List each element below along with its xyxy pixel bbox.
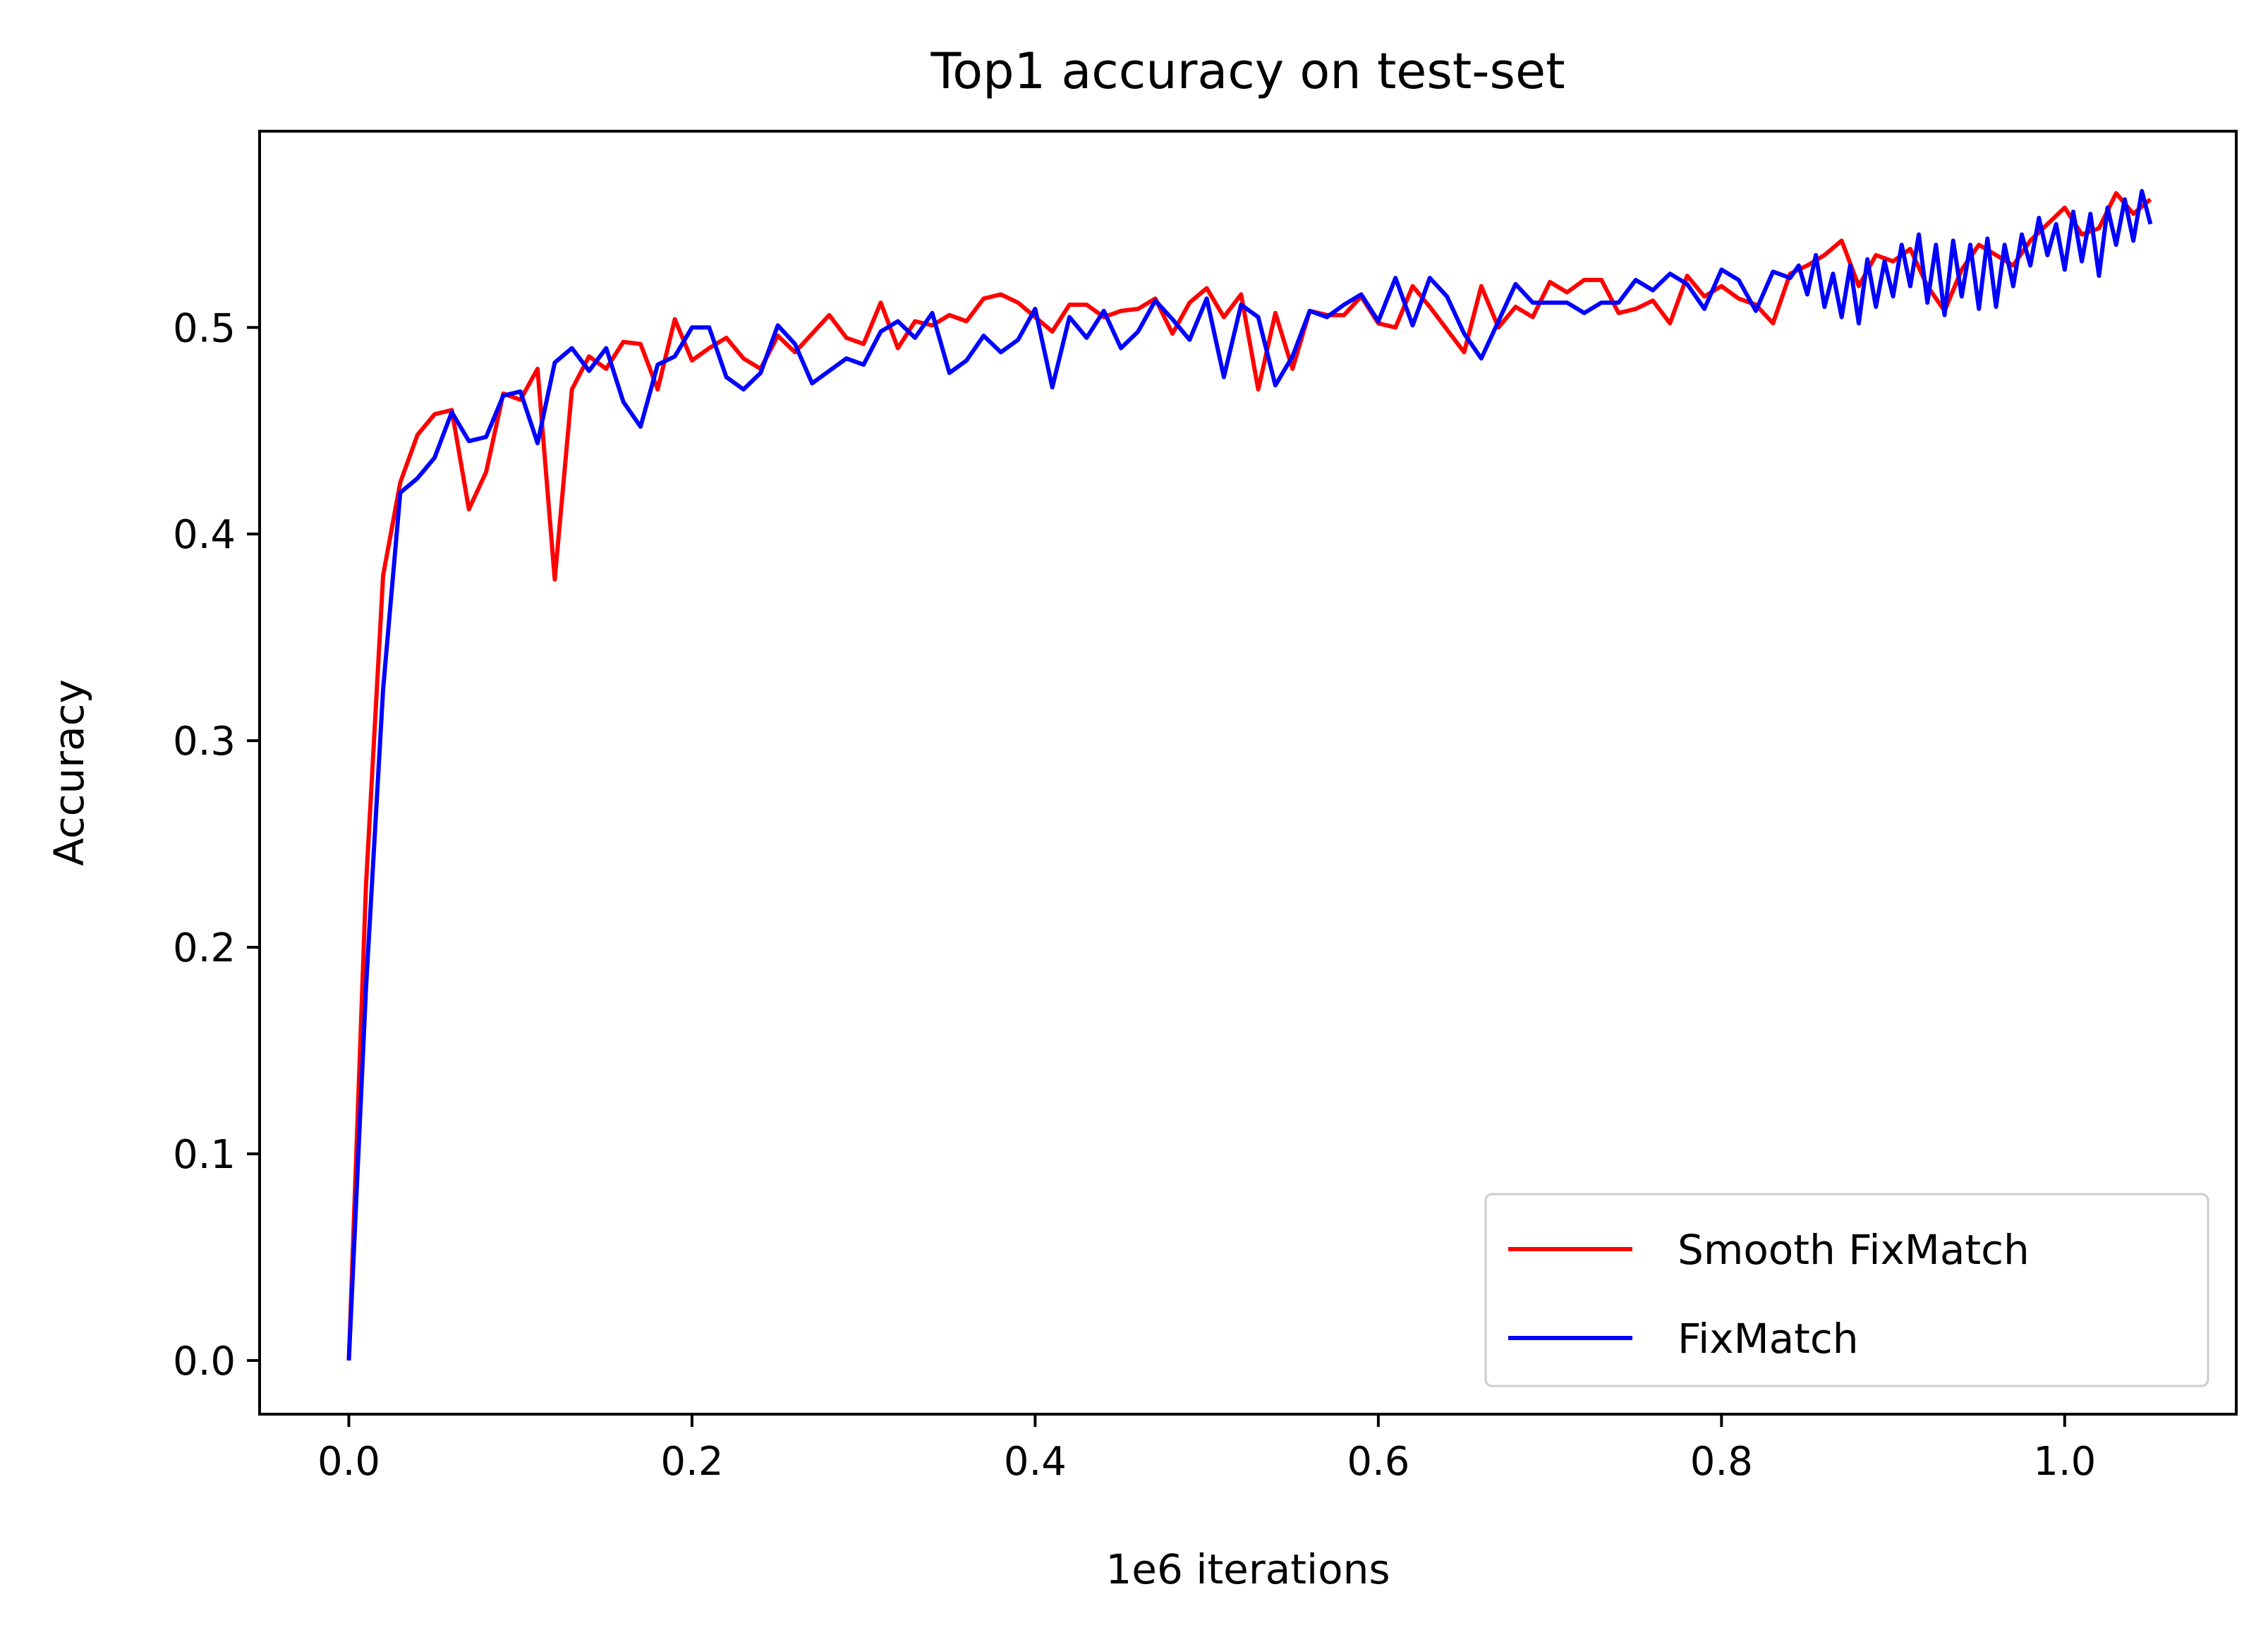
chart-title: Top1 accuracy on test-set bbox=[930, 42, 1565, 100]
y-tick-label: 0.2 bbox=[173, 925, 236, 971]
x-axis-ticks: 0.0 0.2 0.4 0.6 0.8 1.0 bbox=[317, 1414, 2096, 1485]
y-axis-ticks: 0.0 0.1 0.2 0.3 0.4 0.5 bbox=[173, 305, 260, 1385]
legend-label-fixmatch: FixMatch bbox=[1678, 1315, 1859, 1363]
y-tick-label: 0.3 bbox=[173, 719, 236, 765]
legend-label-smooth-fixmatch: Smooth FixMatch bbox=[1678, 1226, 2030, 1274]
y-axis-label: Accuracy bbox=[45, 679, 93, 866]
x-tick-label: 0.4 bbox=[1004, 1439, 1067, 1485]
x-tick-label: 0.6 bbox=[1347, 1439, 1409, 1485]
plot-frame bbox=[258, 130, 2238, 1416]
y-tick-label: 0.4 bbox=[173, 512, 236, 558]
legend: Smooth FixMatch FixMatch bbox=[1484, 1193, 2209, 1387]
plot-series bbox=[346, 188, 2153, 1361]
x-tick-label: 0.8 bbox=[1690, 1439, 1753, 1485]
x-tick-label: 0.0 bbox=[317, 1439, 380, 1485]
y-tick-label: 0.5 bbox=[173, 305, 236, 351]
x-tick-label: 0.2 bbox=[660, 1439, 723, 1485]
series-line-fixmatch bbox=[346, 188, 2153, 1361]
x-axis-label: 1e6 iterations bbox=[1105, 1545, 1390, 1593]
legend-box bbox=[1484, 1193, 2209, 1387]
x-tick-label: 1.0 bbox=[2033, 1439, 2096, 1485]
y-tick-label: 0.0 bbox=[173, 1339, 236, 1385]
y-tick-label: 0.1 bbox=[173, 1132, 236, 1178]
